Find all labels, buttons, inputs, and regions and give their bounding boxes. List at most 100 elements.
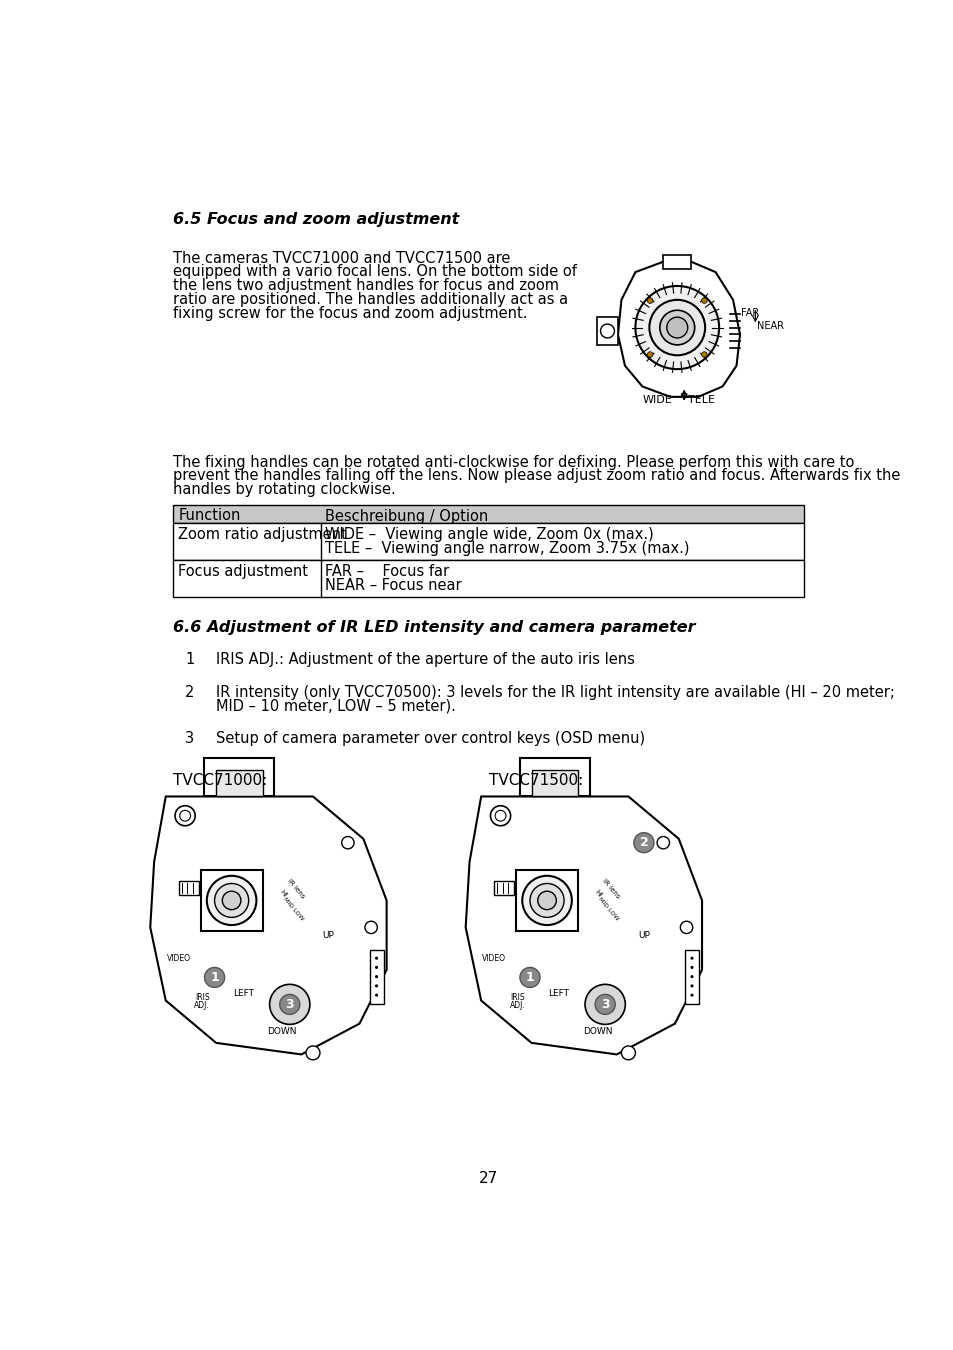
Circle shape [341,837,354,849]
Text: 6.5 Focus and zoom adjustment: 6.5 Focus and zoom adjustment [173,212,459,227]
Text: MID LOW: MID LOW [597,896,618,922]
Circle shape [620,1046,635,1060]
Polygon shape [531,769,578,796]
FancyBboxPatch shape [173,524,803,560]
Text: 1: 1 [210,971,219,984]
Text: IR lens: IR lens [600,878,620,899]
Text: VIDEO: VIDEO [482,954,506,964]
Text: 2: 2 [185,684,194,699]
Circle shape [690,984,693,987]
Text: ratio are positioned. The handles additionally act as a: ratio are positioned. The handles additi… [173,292,568,308]
Circle shape [657,837,669,849]
Circle shape [214,883,249,918]
Text: Setup of camera parameter over control keys (OSD menu): Setup of camera parameter over control k… [216,732,644,747]
Circle shape [375,975,377,979]
Text: WIDE –  Viewing angle wide, Zoom 0x (max.): WIDE – Viewing angle wide, Zoom 0x (max.… [325,526,654,541]
Text: IRIS ADJ.: Adjustment of the aperture of the auto iris lens: IRIS ADJ.: Adjustment of the aperture of… [216,652,635,667]
FancyBboxPatch shape [662,255,691,269]
Text: 1: 1 [525,971,534,984]
Text: 3: 3 [285,998,294,1011]
Circle shape [690,994,693,996]
Text: HI: HI [593,888,602,898]
Circle shape [521,876,571,925]
Circle shape [635,286,719,369]
FancyBboxPatch shape [494,882,514,895]
Text: NEAR – Focus near: NEAR – Focus near [325,578,461,593]
Circle shape [666,317,687,338]
Text: MID LOW: MID LOW [282,896,304,922]
Text: ADJ.: ADJ. [509,1000,525,1010]
Text: TELE: TELE [687,396,714,405]
Text: handles by rotating clockwise.: handles by rotating clockwise. [173,482,395,497]
Circle shape [375,984,377,987]
Text: UP: UP [322,931,335,940]
Polygon shape [618,262,740,397]
Text: equipped with a vario focal lens. On the bottom side of: equipped with a vario focal lens. On the… [173,265,577,279]
Text: TVCC71500:: TVCC71500: [488,774,582,788]
Circle shape [690,965,693,969]
Circle shape [679,921,692,934]
Text: Zoom ratio adjustment: Zoom ratio adjustment [178,526,347,541]
Circle shape [204,968,224,987]
Circle shape [647,298,652,304]
Circle shape [595,995,615,1014]
Text: Function: Function [178,509,240,524]
FancyBboxPatch shape [200,869,262,931]
Circle shape [700,352,706,358]
Circle shape [530,883,563,918]
Text: The cameras TVCC71000 and TVCC71500 are: The cameras TVCC71000 and TVCC71500 are [173,251,511,266]
Text: LEFT: LEFT [233,990,253,998]
Circle shape [279,995,299,1014]
Circle shape [365,921,377,934]
Text: 2: 2 [639,836,648,849]
Text: IR lens: IR lens [286,878,305,899]
FancyBboxPatch shape [179,882,199,895]
Circle shape [270,984,310,1025]
Text: 3: 3 [185,732,194,747]
Circle shape [306,1046,319,1060]
Text: prevent the handles falling off the lens. Now please adjust zoom ratio and focus: prevent the handles falling off the lens… [173,468,900,483]
Circle shape [222,891,241,910]
Text: HI: HI [278,888,287,898]
Circle shape [584,984,624,1025]
Circle shape [649,300,704,355]
Circle shape [174,806,195,826]
Circle shape [375,994,377,996]
Text: The fixing handles can be rotated anti-clockwise for defixing. Please perfom thi: The fixing handles can be rotated anti-c… [173,455,854,470]
Text: FAR –    Focus far: FAR – Focus far [325,564,449,579]
Polygon shape [465,796,701,1054]
FancyBboxPatch shape [516,869,578,931]
Text: DOWN: DOWN [582,1027,612,1037]
Polygon shape [597,317,618,344]
Polygon shape [204,757,274,796]
Circle shape [659,310,694,344]
Text: VIDEO: VIDEO [167,954,191,964]
Circle shape [490,806,510,826]
Text: 6.6 Adjustment of IR LED intensity and camera parameter: 6.6 Adjustment of IR LED intensity and c… [173,620,696,634]
Text: IRIS: IRIS [194,992,210,1002]
Text: fixing screw for the focus and zoom adjustment.: fixing screw for the focus and zoom adju… [173,306,527,321]
Text: Focus adjustment: Focus adjustment [178,564,308,579]
Text: UP: UP [638,931,649,940]
Circle shape [537,891,556,910]
Circle shape [633,833,654,853]
Text: IR intensity (only TVCC70500): 3 levels for the IR light intensity are available: IR intensity (only TVCC70500): 3 levels … [216,684,894,699]
Text: MID – 10 meter, LOW – 5 meter).: MID – 10 meter, LOW – 5 meter). [216,699,456,714]
Text: WIDE: WIDE [641,396,672,405]
Circle shape [207,876,256,925]
Polygon shape [150,796,386,1054]
Text: NEAR: NEAR [756,321,783,331]
Circle shape [519,968,539,987]
Text: TVCC71000:: TVCC71000: [173,774,268,788]
Text: LEFT: LEFT [548,990,569,998]
Text: FAR: FAR [740,308,759,317]
Text: ADJ.: ADJ. [194,1000,210,1010]
Text: 27: 27 [478,1170,498,1185]
Text: DOWN: DOWN [267,1027,296,1037]
Circle shape [690,957,693,960]
Circle shape [375,957,377,960]
Text: the lens two adjustment handles for focus and zoom: the lens two adjustment handles for focu… [173,278,558,293]
Circle shape [375,965,377,969]
Polygon shape [519,757,589,796]
Circle shape [700,298,706,304]
